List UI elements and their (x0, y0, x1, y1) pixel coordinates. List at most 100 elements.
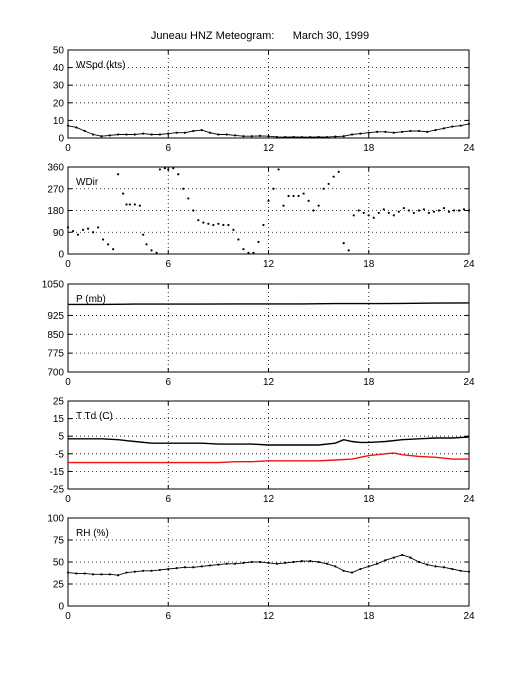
data-point (372, 216, 375, 219)
data-point (259, 560, 262, 564)
data-point (300, 560, 304, 563)
data-point (227, 223, 230, 227)
data-point (150, 569, 153, 572)
data-point (309, 136, 312, 139)
data-point (100, 135, 103, 138)
data-point (101, 238, 105, 241)
data-point (467, 570, 471, 573)
data-point (66, 226, 70, 229)
data-point (452, 209, 456, 212)
y-tick-label: 0 (58, 134, 64, 145)
data-point (163, 167, 167, 170)
data-point (267, 135, 270, 138)
y-tick-label: 40 (53, 63, 65, 74)
data-point (117, 173, 120, 176)
data-point (83, 129, 86, 133)
data-point (334, 135, 337, 138)
x-tick-label: 24 (463, 377, 475, 388)
data-point (175, 131, 178, 134)
data-point (107, 243, 110, 246)
data-point (122, 192, 125, 195)
data-point (367, 565, 370, 568)
x-tick-label: 24 (463, 494, 475, 505)
data-point (417, 560, 420, 564)
data-point (91, 573, 95, 576)
data-point (442, 127, 446, 130)
y-tick-label: 0 (58, 250, 64, 261)
panel-4: 0 6 12 18 24 0 25 50 75 100 RH (%) (47, 514, 475, 623)
data-point (350, 571, 354, 574)
data-point (376, 562, 379, 565)
data-point (187, 197, 190, 200)
x-tick-label: 12 (263, 494, 275, 505)
x-tick-label: 0 (65, 611, 71, 622)
data-point (86, 227, 90, 230)
data-point (145, 243, 148, 246)
x-tick-label: 18 (363, 143, 375, 154)
y-tick-label: 20 (53, 98, 65, 109)
data-point (259, 134, 262, 137)
data-point (451, 125, 454, 128)
data-point (442, 566, 446, 569)
x-tick-label: 6 (165, 259, 171, 270)
y-tick-label: 700 (47, 368, 64, 379)
data-point (112, 248, 115, 251)
data-point (325, 562, 329, 565)
data-point (287, 194, 290, 198)
data-point (222, 223, 225, 227)
data-point (117, 133, 120, 136)
x-tick-label: 18 (363, 377, 375, 388)
data-point (233, 134, 237, 137)
panel-label: P (mb) (76, 294, 106, 305)
y-tick-label: -5 (55, 449, 64, 460)
data-point (66, 124, 70, 127)
data-point (467, 209, 471, 212)
y-tick-label: 30 (53, 81, 65, 92)
y-tick-label: -15 (50, 467, 65, 478)
data-point (252, 251, 255, 254)
data-point (459, 124, 462, 127)
x-tick-label: 0 (65, 259, 71, 270)
data-point (76, 233, 80, 236)
data-point (212, 223, 215, 227)
y-tick-label: 775 (47, 349, 64, 360)
data-point (232, 228, 235, 231)
data-point (447, 210, 451, 213)
data-point (175, 567, 178, 570)
data-point (467, 122, 471, 126)
data-point (347, 249, 350, 252)
y-tick-label: 0 (58, 602, 64, 613)
data-point (262, 223, 265, 227)
data-point (317, 135, 320, 139)
data-point (307, 199, 310, 202)
x-tick-label: 6 (165, 494, 171, 505)
data-point (100, 573, 103, 576)
data-point (91, 133, 95, 136)
data-point (217, 563, 220, 566)
panel-2: 0 6 12 18 24 700 775 850 925 1050 P (mb) (42, 280, 475, 389)
data-point (417, 209, 420, 212)
data-point (125, 203, 128, 206)
data-point (81, 228, 85, 231)
data-point (272, 187, 275, 190)
y-tick-label: 50 (53, 46, 65, 57)
data-point (292, 135, 295, 139)
data-point (359, 567, 362, 571)
y-tick-label: 925 (47, 311, 64, 322)
data-point (367, 214, 370, 217)
data-point (267, 199, 270, 202)
x-tick-label: 18 (363, 611, 375, 622)
panel-label: T Td (C) (76, 411, 113, 422)
data-point (142, 132, 145, 135)
y-tick-label: 15 (53, 414, 65, 425)
data-point (75, 572, 78, 575)
data-point (392, 214, 395, 217)
y-tick-label: 270 (47, 184, 64, 195)
data-point (225, 133, 228, 136)
data-point (352, 214, 355, 217)
data-point (183, 131, 187, 134)
y-tick-label: 50 (53, 558, 65, 569)
data-point (376, 130, 379, 133)
data-point (292, 560, 295, 564)
data-point (158, 133, 161, 136)
